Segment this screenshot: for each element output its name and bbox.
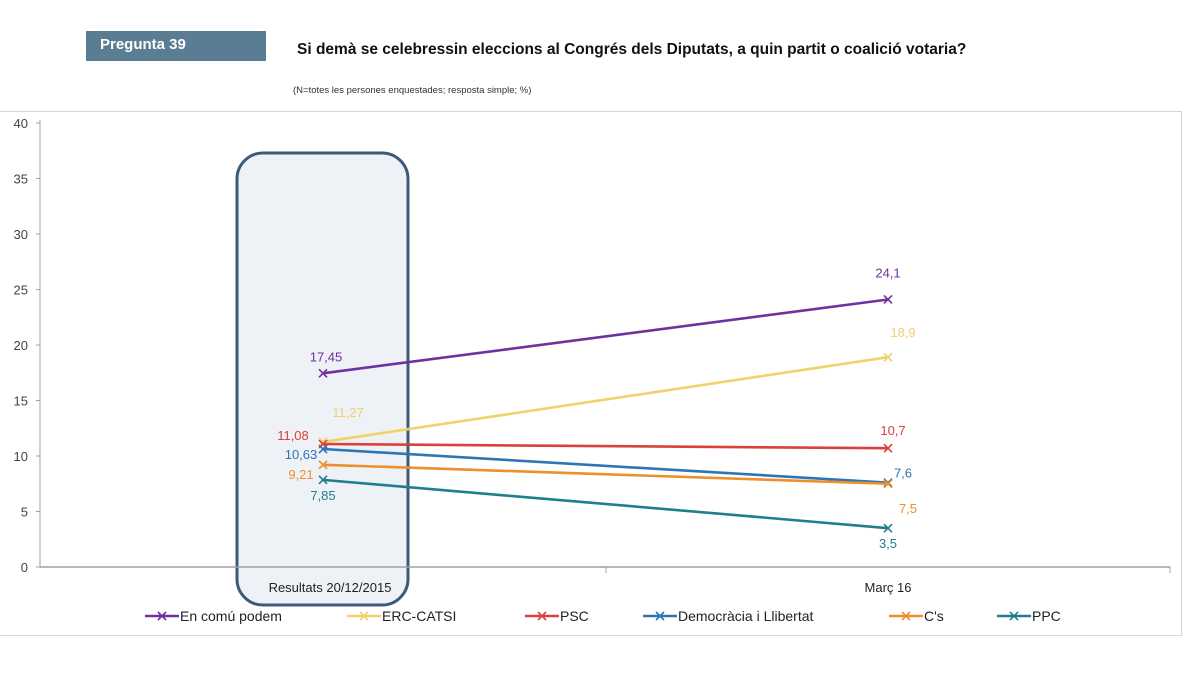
legend-item: Democràcia i Llibertat bbox=[643, 608, 813, 624]
y-tick-label: 15 bbox=[14, 394, 28, 409]
data-point-marker bbox=[318, 444, 328, 454]
legend-item: C's bbox=[889, 608, 944, 624]
y-tick-label: 30 bbox=[14, 227, 28, 242]
data-point-marker bbox=[883, 443, 893, 453]
legend-item: PSC bbox=[525, 608, 589, 624]
highlight-box bbox=[235, 151, 410, 607]
data-point-marker bbox=[655, 611, 665, 621]
legend-label: Democràcia i Llibertat bbox=[678, 608, 813, 624]
y-tick-label: 40 bbox=[14, 116, 28, 131]
data-point-marker bbox=[359, 611, 369, 621]
data-label: 18,9 bbox=[890, 325, 915, 340]
chart-frame bbox=[0, 111, 1182, 636]
x-category-label: Març 16 bbox=[865, 580, 912, 595]
data-label: 3,5 bbox=[879, 536, 897, 551]
data-label: 10,63 bbox=[285, 447, 318, 462]
data-point-marker bbox=[318, 460, 328, 470]
data-point-marker bbox=[1009, 611, 1019, 621]
data-label: 10,7 bbox=[880, 423, 905, 438]
data-label: 11,27 bbox=[332, 405, 364, 420]
data-label: 24,1 bbox=[875, 265, 900, 280]
data-point-marker bbox=[318, 368, 328, 378]
data-point-marker bbox=[883, 352, 893, 362]
legend-item: ERC-CATSI bbox=[347, 608, 456, 624]
data-label: 9,21 bbox=[288, 467, 313, 482]
data-point-marker bbox=[537, 611, 547, 621]
series-line-4 bbox=[321, 463, 890, 486]
chart-subtitle: (N=totes les persones enquestades; respo… bbox=[293, 85, 532, 96]
data-label: 11,08 bbox=[277, 428, 309, 443]
legend-label: En comú podem bbox=[180, 608, 282, 624]
data-point-marker bbox=[883, 294, 893, 305]
series-line-2 bbox=[321, 442, 890, 450]
data-label: 7,5 bbox=[899, 501, 917, 516]
data-point-marker bbox=[318, 475, 328, 485]
y-tick-label: 10 bbox=[14, 449, 28, 464]
data-point-marker bbox=[157, 611, 167, 621]
legend-label: ERC-CATSI bbox=[382, 608, 456, 624]
chart-title: Si demà se celebressin eleccions al Cong… bbox=[297, 41, 967, 58]
legend-label: C's bbox=[924, 608, 944, 624]
data-point-marker bbox=[883, 479, 893, 489]
x-category-label: Resultats 20/12/2015 bbox=[269, 580, 392, 595]
question-badge: Pregunta 39 bbox=[86, 31, 266, 61]
legend-item: En comú podem bbox=[145, 608, 282, 624]
series-line-0 bbox=[321, 298, 890, 375]
y-tick-label: 35 bbox=[14, 172, 28, 187]
y-tick-label: 0 bbox=[21, 560, 28, 575]
data-point-marker bbox=[901, 611, 911, 621]
y-tick-label: 5 bbox=[21, 505, 28, 520]
y-tick-label: 25 bbox=[14, 283, 28, 298]
series-line-1 bbox=[321, 355, 890, 444]
y-tick-label: 20 bbox=[14, 338, 28, 353]
legend-item: PPC bbox=[997, 608, 1061, 624]
legend-label: PSC bbox=[560, 608, 589, 624]
data-label: 7,6 bbox=[894, 466, 912, 481]
data-point-marker bbox=[883, 523, 893, 533]
data-label: 7,85 bbox=[310, 488, 335, 503]
series-line-3 bbox=[321, 447, 890, 484]
legend-label: PPC bbox=[1032, 608, 1061, 624]
data-label: 17,45 bbox=[310, 349, 343, 364]
series-line-5 bbox=[321, 478, 890, 530]
